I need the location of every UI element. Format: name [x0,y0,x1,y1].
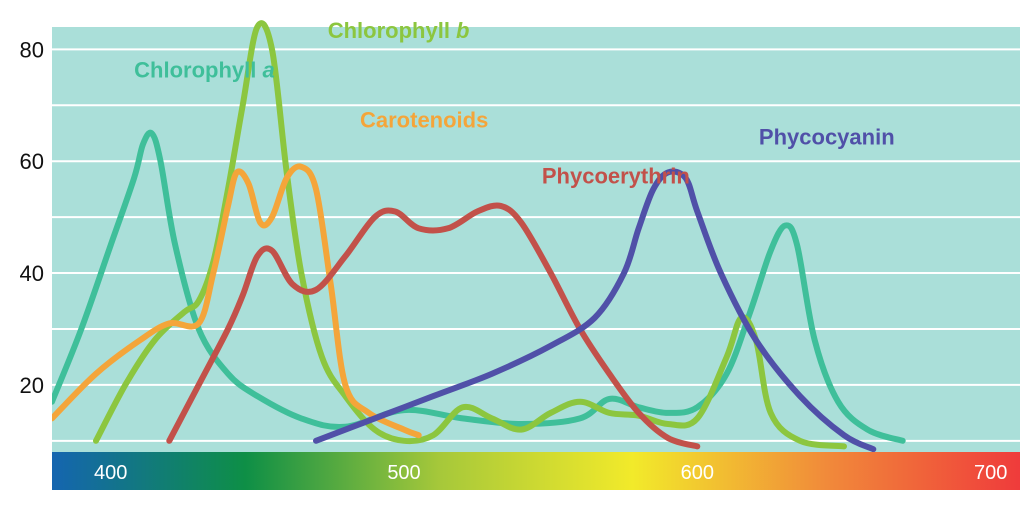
y-tick-label: 80 [20,37,44,62]
y-tick-label: 40 [20,261,44,286]
x-tick-label: 600 [681,462,714,484]
carotenoids-curve [52,163,422,439]
series-curves [52,20,906,452]
plot-background [52,27,1020,452]
y-axis-ticks: 20 40 60 80 [20,37,44,398]
chlorophyll-a-label: Chlorophyll a [134,57,275,82]
chlorophyll-b-label: Chlorophyll b [328,18,470,43]
chlorophyll-a-curve [52,129,906,444]
phycocyanin-curve [313,168,877,452]
phycocyanin-label: Phycocyanin [759,124,895,149]
y-tick-label: 20 [20,373,44,398]
phycoerythrin-curve [166,202,701,450]
x-tick-label: 700 [974,462,1007,484]
phycoerythrin-label: Phycoerythrin [542,164,690,189]
spectrum-bar [52,452,1020,490]
y-tick-label: 60 [20,149,44,174]
x-tick-label: 400 [94,462,127,484]
series-labels: Chlorophyll a Chlorophyll b Carotenoids Phy… [134,18,895,188]
carotenoids-label: Carotenoids [360,108,488,133]
x-axis-ticks: 400 500 600 700 [94,462,1007,484]
x-tick-label: 500 [387,462,420,484]
